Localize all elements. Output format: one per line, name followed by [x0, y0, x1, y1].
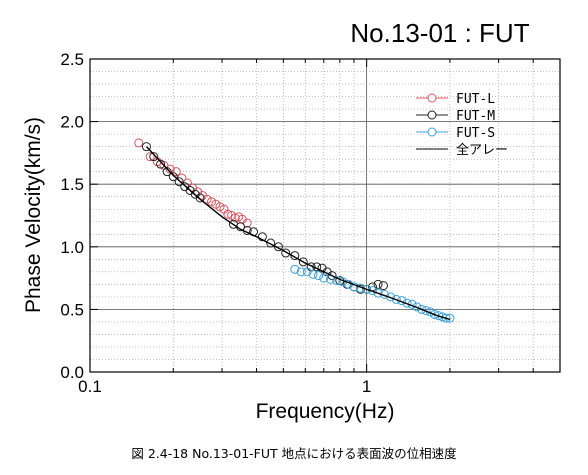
data-point [314, 271, 324, 281]
data-point [373, 279, 383, 289]
data-point [362, 284, 372, 294]
data-point [281, 248, 291, 258]
data-point [223, 209, 233, 219]
data-point [257, 232, 267, 242]
legend-label: FUT-L [456, 92, 495, 107]
data-point [273, 242, 283, 252]
data-point [417, 304, 427, 314]
fit-line [145, 146, 451, 321]
data-point [319, 273, 329, 283]
legend-label: FUT-M [456, 109, 495, 124]
figure-caption: 図 2.4-18 No.13-01-FUT 地点における表面波の位相速度 [131, 446, 457, 461]
y-tick-label: 0.0 [60, 363, 84, 382]
data-point [195, 193, 205, 203]
series-fut-s [290, 264, 455, 323]
data-point [165, 164, 175, 174]
series-fut-l [134, 138, 252, 228]
y-tick-label: 2.0 [60, 113, 84, 132]
y-tick-label: 1.5 [60, 175, 84, 194]
data-point [378, 281, 388, 291]
data-point [207, 197, 217, 207]
data-point [391, 294, 401, 304]
data-point [302, 267, 312, 277]
x-axis-label: Frequency(Hz) [256, 400, 395, 423]
y-axis-label: Phase Velocity(km/s) [22, 117, 45, 313]
plot-frame [89, 58, 561, 373]
x-tick-label: 0.1 [78, 377, 102, 396]
data-point [290, 264, 300, 274]
data-point [402, 298, 412, 308]
data-point [441, 313, 451, 323]
axis-ticks: 0.1 1 0.0 0.5 1.0 1.5 2.0 2.5 [60, 50, 561, 396]
legend-marker [427, 127, 437, 137]
legend-entry: FUT-L [416, 92, 495, 107]
data-point [421, 306, 431, 316]
data-point [202, 194, 212, 204]
legend-entry: FUT-S [416, 126, 495, 141]
data-point [332, 276, 342, 286]
data-point [266, 238, 276, 248]
legend-marker [427, 110, 437, 120]
chart-title: No.13-01 : FUT [350, 18, 529, 48]
legend-entry: 全アレー [416, 142, 508, 158]
data-point [430, 309, 440, 319]
series-fut-m [141, 142, 388, 294]
data-point [156, 159, 166, 169]
data-point [296, 267, 306, 277]
legend-marker [427, 93, 437, 103]
data-point [162, 167, 172, 177]
y-tick-label: 0.5 [60, 300, 84, 319]
data-point [174, 177, 184, 187]
data-point [298, 257, 308, 267]
y-tick-label: 1.0 [60, 238, 84, 257]
data-point [134, 138, 144, 148]
data-series [134, 138, 455, 323]
x-tick-label: 1 [362, 377, 371, 396]
data-point [141, 142, 151, 152]
data-point [373, 288, 383, 298]
series-fit-line [145, 146, 451, 321]
data-point [308, 269, 318, 279]
data-point [168, 172, 178, 182]
data-point [412, 302, 422, 312]
data-point [149, 152, 159, 162]
data-point [171, 167, 181, 177]
data-point [145, 152, 155, 162]
legend-label: FUT-S [456, 126, 495, 141]
legend-label: 全アレー [456, 142, 508, 158]
y-tick-label: 2.5 [60, 50, 84, 69]
legend-entry: FUT-M [416, 109, 495, 124]
